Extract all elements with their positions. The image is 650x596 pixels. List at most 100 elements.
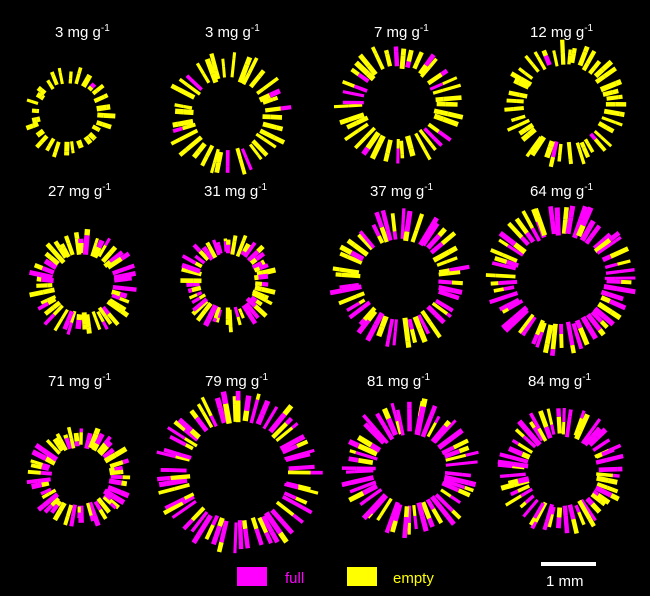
spoke-segment-empty bbox=[254, 274, 259, 281]
spoke-segment-full bbox=[550, 219, 557, 235]
spoke-segment-empty bbox=[187, 268, 202, 277]
spoke-segment bbox=[513, 78, 520, 85]
spoke-segment-empty bbox=[203, 302, 213, 313]
spoke-segment bbox=[53, 240, 62, 250]
spoke-segment-full bbox=[513, 461, 529, 469]
spoke-segment bbox=[439, 419, 457, 437]
spoke-segment-full bbox=[215, 249, 221, 256]
spoke-segment bbox=[390, 520, 398, 533]
spoke-segment-empty bbox=[366, 64, 378, 76]
spoke-segment-full bbox=[37, 477, 51, 483]
spoke-segment bbox=[291, 422, 299, 429]
spoke-segment bbox=[449, 494, 462, 505]
spoke-segment-full bbox=[357, 72, 370, 83]
spoke-segment-empty bbox=[379, 226, 390, 243]
spoke-segment bbox=[590, 502, 602, 514]
spoke-segment bbox=[383, 152, 390, 162]
spoke-segment-full bbox=[284, 451, 307, 461]
spoke-segment-empty bbox=[66, 242, 75, 256]
spoke-segment bbox=[94, 237, 99, 244]
spoke-segment bbox=[114, 446, 128, 458]
spoke-segment bbox=[442, 116, 459, 128]
spoke-segment-empty bbox=[65, 504, 74, 517]
spoke-segment-empty bbox=[91, 88, 99, 96]
spoke-segment bbox=[376, 514, 382, 522]
spoke-segment-empty bbox=[251, 139, 266, 154]
spoke-segment bbox=[602, 314, 615, 327]
spoke-segment-empty bbox=[69, 437, 76, 449]
spoke-segment bbox=[437, 227, 447, 238]
spoke-segment bbox=[305, 448, 315, 455]
spoke-segment bbox=[520, 330, 527, 337]
spoke-segment-empty bbox=[567, 55, 572, 65]
spoke-segment bbox=[433, 137, 443, 147]
spoke-segment bbox=[338, 294, 358, 306]
spoke-segment bbox=[158, 487, 176, 495]
spoke-segment bbox=[40, 298, 49, 305]
spoke-segment bbox=[607, 478, 618, 485]
spoke-segment bbox=[111, 493, 126, 506]
spoke-segment-empty bbox=[91, 124, 100, 132]
spoke-segment-empty bbox=[385, 139, 393, 154]
ring-specimen-10 bbox=[156, 390, 323, 554]
spoke-segment-empty bbox=[517, 442, 534, 454]
spoke-segment-empty bbox=[574, 429, 583, 441]
spoke-segment-empty bbox=[50, 496, 60, 507]
spoke-segment-empty bbox=[241, 520, 248, 530]
spoke-segment-empty bbox=[597, 301, 613, 315]
spoke-segment-full bbox=[108, 478, 122, 486]
spoke-segment-full bbox=[196, 256, 206, 265]
spoke-segment-empty bbox=[178, 128, 199, 142]
spoke-segment-full bbox=[580, 315, 592, 330]
spoke-segment bbox=[447, 306, 454, 313]
spoke-segment bbox=[593, 137, 607, 152]
spoke-segment bbox=[422, 323, 431, 335]
spoke-segment-empty bbox=[62, 246, 71, 258]
spoke-segment-empty bbox=[189, 428, 201, 440]
spoke-segment bbox=[108, 245, 118, 255]
spoke-segment bbox=[245, 309, 258, 325]
spoke-segment-empty bbox=[557, 143, 563, 156]
spoke-segment-full bbox=[241, 304, 250, 313]
spoke-segment bbox=[262, 76, 279, 91]
spoke-segment bbox=[232, 235, 238, 242]
spoke-segment-empty bbox=[212, 148, 220, 164]
spoke-segment-empty bbox=[404, 135, 414, 150]
spoke-segment bbox=[221, 58, 226, 68]
spoke-segment bbox=[599, 319, 609, 329]
spoke-segment-full bbox=[367, 426, 386, 445]
spoke-segment bbox=[563, 515, 570, 534]
spoke-segment bbox=[63, 434, 69, 439]
spoke-segment bbox=[544, 146, 554, 159]
spoke-segment-empty bbox=[517, 484, 531, 493]
spoke-segment-empty bbox=[81, 312, 88, 325]
spoke-segment-full bbox=[233, 306, 240, 318]
spoke-segment-empty bbox=[275, 500, 295, 517]
spoke-segment bbox=[203, 317, 212, 327]
spoke-segment bbox=[273, 135, 286, 145]
spoke-segment bbox=[590, 426, 602, 439]
spoke-segment bbox=[533, 51, 540, 58]
spoke-segment-empty bbox=[556, 507, 563, 518]
spoke-segment-empty bbox=[258, 93, 271, 103]
spoke-segment bbox=[45, 439, 56, 449]
spoke-segment bbox=[269, 530, 280, 544]
spoke-segment-empty bbox=[78, 242, 84, 254]
spoke-segment bbox=[162, 500, 184, 516]
spoke-segment-full bbox=[40, 470, 52, 476]
spoke-segment bbox=[390, 213, 397, 232]
spoke-segment bbox=[358, 53, 371, 68]
spoke-segment-full bbox=[279, 436, 301, 452]
spoke-segment bbox=[75, 319, 82, 330]
spoke-segment bbox=[173, 419, 187, 432]
spoke-segment bbox=[341, 480, 352, 488]
spoke-segment bbox=[119, 296, 130, 304]
spoke-segment bbox=[66, 426, 74, 439]
spoke-segment-full bbox=[217, 407, 227, 424]
spoke-segment bbox=[420, 398, 428, 408]
spoke-segment-full bbox=[420, 233, 432, 247]
spoke-segment bbox=[618, 94, 623, 100]
spoke-segment bbox=[339, 251, 349, 259]
spoke-segment bbox=[494, 255, 508, 265]
spoke-segment-empty bbox=[103, 260, 112, 269]
